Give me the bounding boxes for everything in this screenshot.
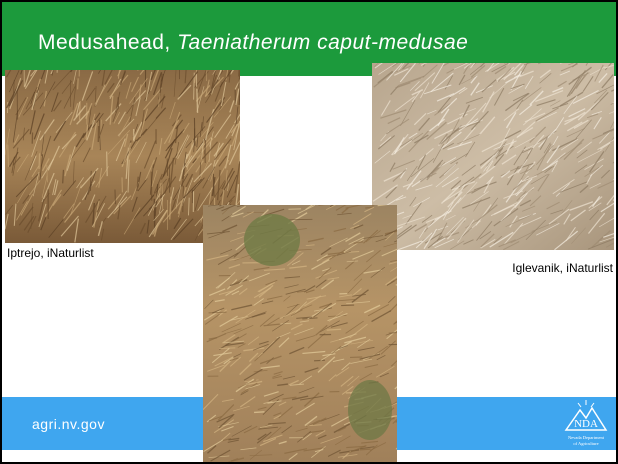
title-common: Medusahead, [38,31,171,54]
texture [78,78,79,89]
caption-left: Iptrejo, iNaturlist [7,246,94,260]
texture [209,312,227,313]
texture [63,170,64,184]
texture [219,348,235,349]
logo-subtext: of Agriculture [573,441,598,446]
texture [197,89,198,113]
texture [254,412,264,413]
logo-text: NDA [574,418,598,430]
texture [8,145,9,167]
texture [327,329,341,330]
texture [360,449,371,450]
title: Medusahead, Taeniatherum caput-medusae [38,31,468,54]
photo-right [372,44,618,250]
title-scientific: Taeniatherum caput-medusae [177,31,468,54]
photo-center [203,195,414,462]
logo-subtext: Nevada Department [568,435,605,440]
texture [213,174,214,196]
texture [341,305,354,306]
texture [39,153,40,169]
caption-right: Iglevanik, iNaturlist [512,261,613,275]
texture [314,360,325,361]
texture [289,219,312,220]
page: Medusahead, Taeniatherum caput-medusae a… [0,0,618,464]
slide: Medusahead, Taeniatherum caput-medusae a… [0,0,618,464]
texture [389,332,398,333]
footer-url: agri.nv.gov [32,416,105,432]
